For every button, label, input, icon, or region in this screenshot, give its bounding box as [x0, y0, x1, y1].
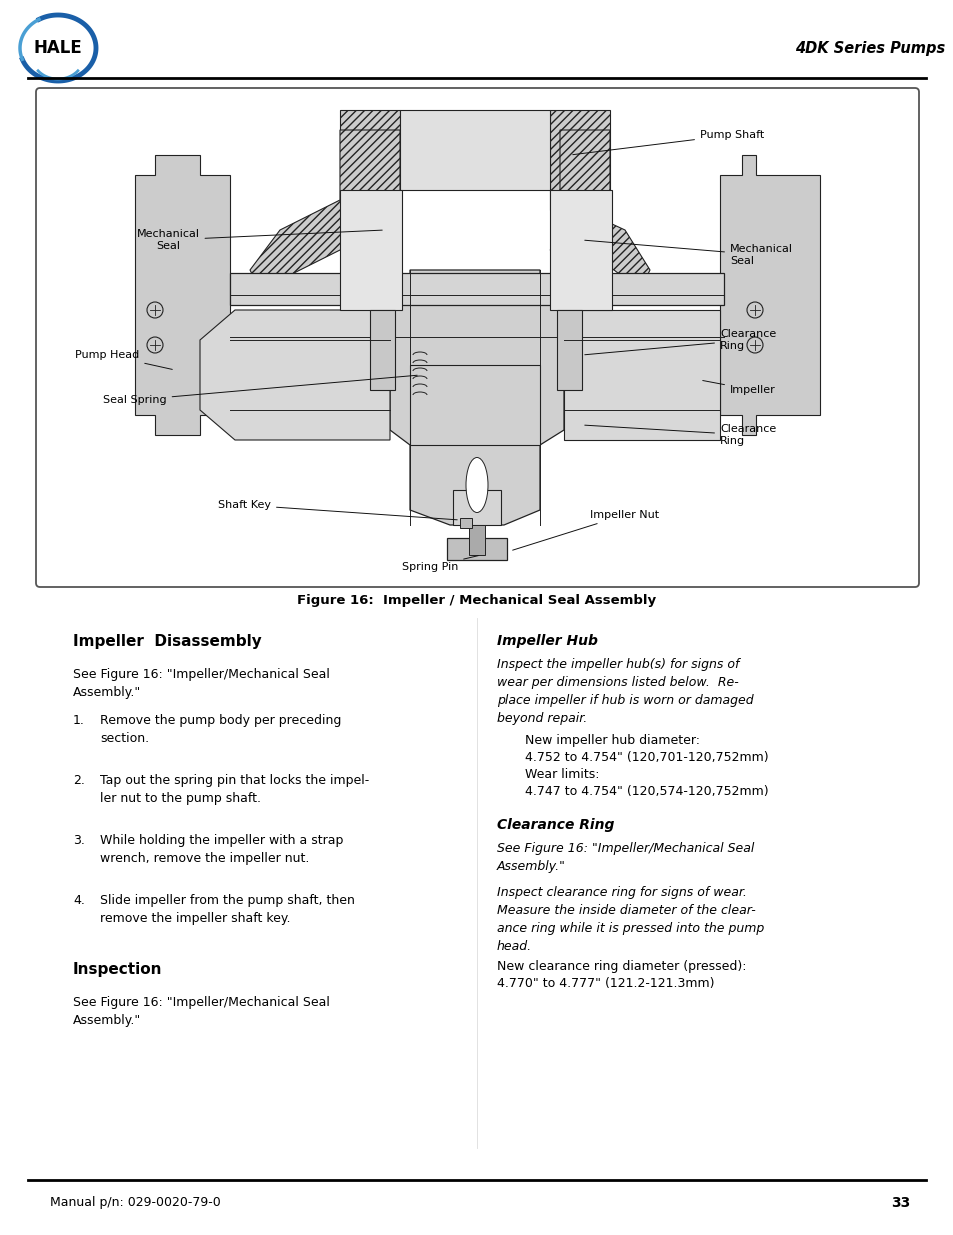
Text: Figure 16:  Impeller / Mechanical Seal Assembly: Figure 16: Impeller / Mechanical Seal As…: [297, 594, 656, 606]
Text: Impeller  Disassembly: Impeller Disassembly: [73, 634, 261, 650]
Polygon shape: [250, 130, 399, 290]
FancyBboxPatch shape: [36, 88, 918, 587]
Polygon shape: [200, 310, 390, 440]
Text: Inspection: Inspection: [73, 962, 162, 977]
Bar: [339, 190, 401, 310]
Bar: [410, 366, 539, 445]
Polygon shape: [390, 270, 563, 525]
Text: Clearance
Ring: Clearance Ring: [584, 424, 776, 446]
Text: Spring Pin: Spring Pin: [401, 556, 477, 572]
Text: New clearance ring diameter (pressed):: New clearance ring diameter (pressed):: [497, 960, 745, 973]
Text: HALE: HALE: [33, 40, 82, 57]
Text: Slide impeller from the pump shaft, then
remove the impeller shaft key.: Slide impeller from the pump shaft, then…: [100, 894, 355, 925]
Ellipse shape: [465, 457, 488, 513]
Text: Manual p/n: 029-0020-79-0: Manual p/n: 029-0020-79-0: [50, 1195, 220, 1209]
Text: 4.: 4.: [73, 894, 85, 906]
Text: 33: 33: [890, 1195, 909, 1210]
Text: Pump Head: Pump Head: [75, 350, 172, 369]
Text: Impeller Nut: Impeller Nut: [512, 510, 659, 550]
Bar: [557, 310, 581, 390]
Bar: [399, 110, 550, 190]
Text: See Figure 16: "Impeller/Mechanical Seal
Assembly.": See Figure 16: "Impeller/Mechanical Seal…: [73, 668, 330, 699]
Bar: [453, 490, 500, 525]
Text: Pump Shaft: Pump Shaft: [572, 130, 763, 154]
Polygon shape: [563, 310, 720, 440]
Polygon shape: [135, 156, 230, 435]
Bar: [550, 110, 609, 210]
Text: See Figure 16: "Impeller/Mechanical Seal
Assembly.": See Figure 16: "Impeller/Mechanical Seal…: [497, 842, 754, 873]
Ellipse shape: [147, 303, 163, 317]
Bar: [469, 525, 484, 555]
Bar: [447, 538, 506, 559]
Text: 3.: 3.: [73, 834, 85, 847]
Text: Inspect the impeller hub(s) for signs of
wear per dimensions listed below.  Re-
: Inspect the impeller hub(s) for signs of…: [497, 658, 753, 725]
Text: 2.: 2.: [73, 774, 85, 787]
Text: Clearance Ring: Clearance Ring: [497, 818, 614, 832]
Bar: [459, 517, 472, 529]
Text: New impeller hub diameter:: New impeller hub diameter:: [524, 734, 700, 747]
Ellipse shape: [147, 337, 163, 353]
Text: Seal Spring: Seal Spring: [103, 375, 416, 405]
Text: Remove the pump body per preceding
section.: Remove the pump body per preceding secti…: [100, 714, 341, 745]
Text: Impeller Hub: Impeller Hub: [497, 634, 598, 648]
Polygon shape: [720, 156, 820, 435]
Text: 4.747 to 4.754" (120,574-120,752mm): 4.747 to 4.754" (120,574-120,752mm): [524, 785, 768, 798]
Text: Impeller: Impeller: [702, 380, 775, 395]
Text: Mechanical
Seal: Mechanical Seal: [584, 241, 792, 266]
Bar: [339, 110, 399, 210]
Text: Wear limits:: Wear limits:: [524, 768, 598, 781]
Polygon shape: [550, 130, 649, 290]
Text: While holding the impeller with a strap
wrench, remove the impeller nut.: While holding the impeller with a strap …: [100, 834, 343, 864]
Ellipse shape: [746, 303, 762, 317]
Bar: [230, 273, 723, 305]
Bar: [550, 190, 612, 310]
Text: 4.770" to 4.777" (121.2-121.3mm): 4.770" to 4.777" (121.2-121.3mm): [497, 977, 714, 990]
Text: See Figure 16: "Impeller/Mechanical Seal
Assembly.": See Figure 16: "Impeller/Mechanical Seal…: [73, 995, 330, 1028]
Text: 1.: 1.: [73, 714, 85, 727]
Ellipse shape: [746, 337, 762, 353]
Text: 4DK Series Pumps: 4DK Series Pumps: [794, 41, 944, 56]
Text: Inspect clearance ring for signs of wear.
Measure the inside diameter of the cle: Inspect clearance ring for signs of wear…: [497, 885, 763, 953]
Text: Mechanical
Seal: Mechanical Seal: [136, 230, 382, 251]
Text: 4.752 to 4.754" (120,701-120,752mm): 4.752 to 4.754" (120,701-120,752mm): [524, 751, 768, 764]
Text: Tap out the spring pin that locks the impel-
ler nut to the pump shaft.: Tap out the spring pin that locks the im…: [100, 774, 369, 805]
Bar: [370, 310, 395, 390]
Text: Shaft Key: Shaft Key: [218, 500, 456, 520]
Text: Clearance
Ring: Clearance Ring: [584, 330, 776, 354]
